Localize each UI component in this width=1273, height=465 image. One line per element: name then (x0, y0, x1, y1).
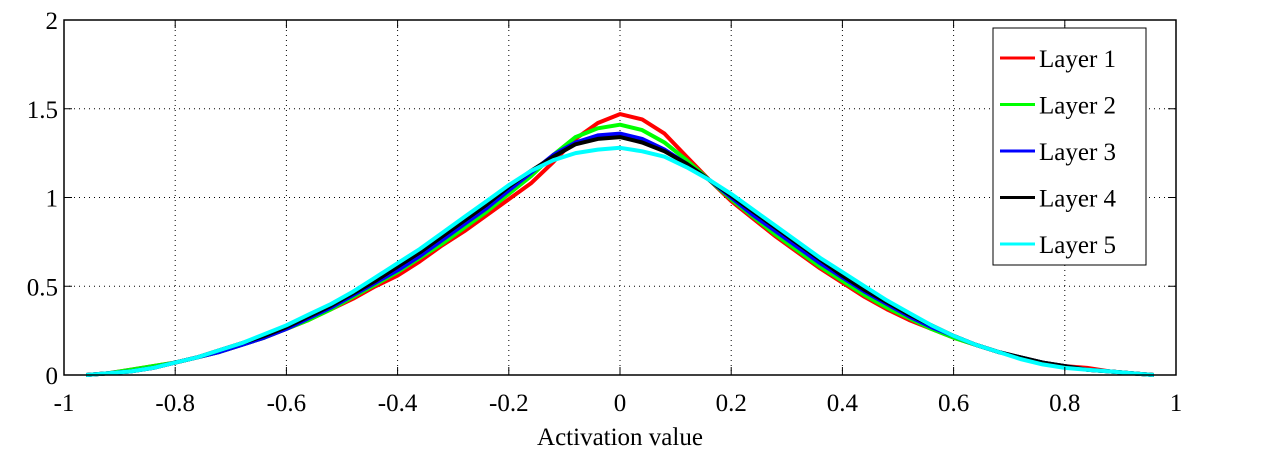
legend-item: Layer 4 (1000, 186, 1117, 213)
series-line-layer-5 (86, 145, 1154, 377)
legend-label: Layer 2 (1039, 93, 1116, 120)
x-tick-label: -0.6 (267, 390, 307, 417)
series-lines (86, 112, 1154, 377)
x-axis-title: Activation value (537, 424, 703, 451)
x-tick-label: 0 (614, 390, 627, 417)
x-tick-label: -0.8 (155, 390, 195, 417)
y-tick-label: 0 (46, 363, 59, 390)
legend-label: Layer 5 (1039, 232, 1116, 259)
x-tick-label: 1 (1170, 390, 1183, 417)
y-tick-label: 1 (46, 186, 59, 213)
legend-item: Layer 2 (1000, 93, 1116, 120)
x-tick-label: 0.8 (1049, 390, 1080, 417)
axis-ticks (63, 19, 1177, 376)
x-tick-label: 0.2 (716, 390, 747, 417)
legend-box (992, 27, 1147, 266)
legend-label: Layer 3 (1039, 139, 1116, 166)
x-tick-label: 0.4 (827, 390, 859, 417)
x-tick-labels: -1 -0.8 -0.6 -0.4 -0.2 0 0.2 0.4 0.6 0.8 1 (54, 390, 1183, 417)
y-tick-labels: 0 0.5 1 1.5 2 (27, 8, 58, 390)
y-tick-label: 2 (46, 8, 59, 35)
legend-item: Layer 5 (1000, 232, 1116, 259)
grid-lines (64, 20, 1176, 375)
legend: Layer 1 Layer 2 Layer 3 Layer 4 Layer 5 (992, 27, 1147, 266)
x-tick-label: -0.2 (489, 390, 529, 417)
legend-item: Layer 1 (1000, 46, 1116, 73)
legend-label: Layer 4 (1039, 186, 1117, 213)
x-tick-label: -1 (54, 390, 75, 417)
legend-label: Layer 1 (1039, 46, 1116, 73)
legend-item: Layer 3 (1000, 139, 1116, 166)
y-tick-label: 1.5 (27, 97, 58, 124)
y-tick-label: 0.5 (27, 274, 58, 301)
x-tick-label: -0.4 (378, 390, 418, 417)
x-tick-label: 0.6 (938, 390, 969, 417)
